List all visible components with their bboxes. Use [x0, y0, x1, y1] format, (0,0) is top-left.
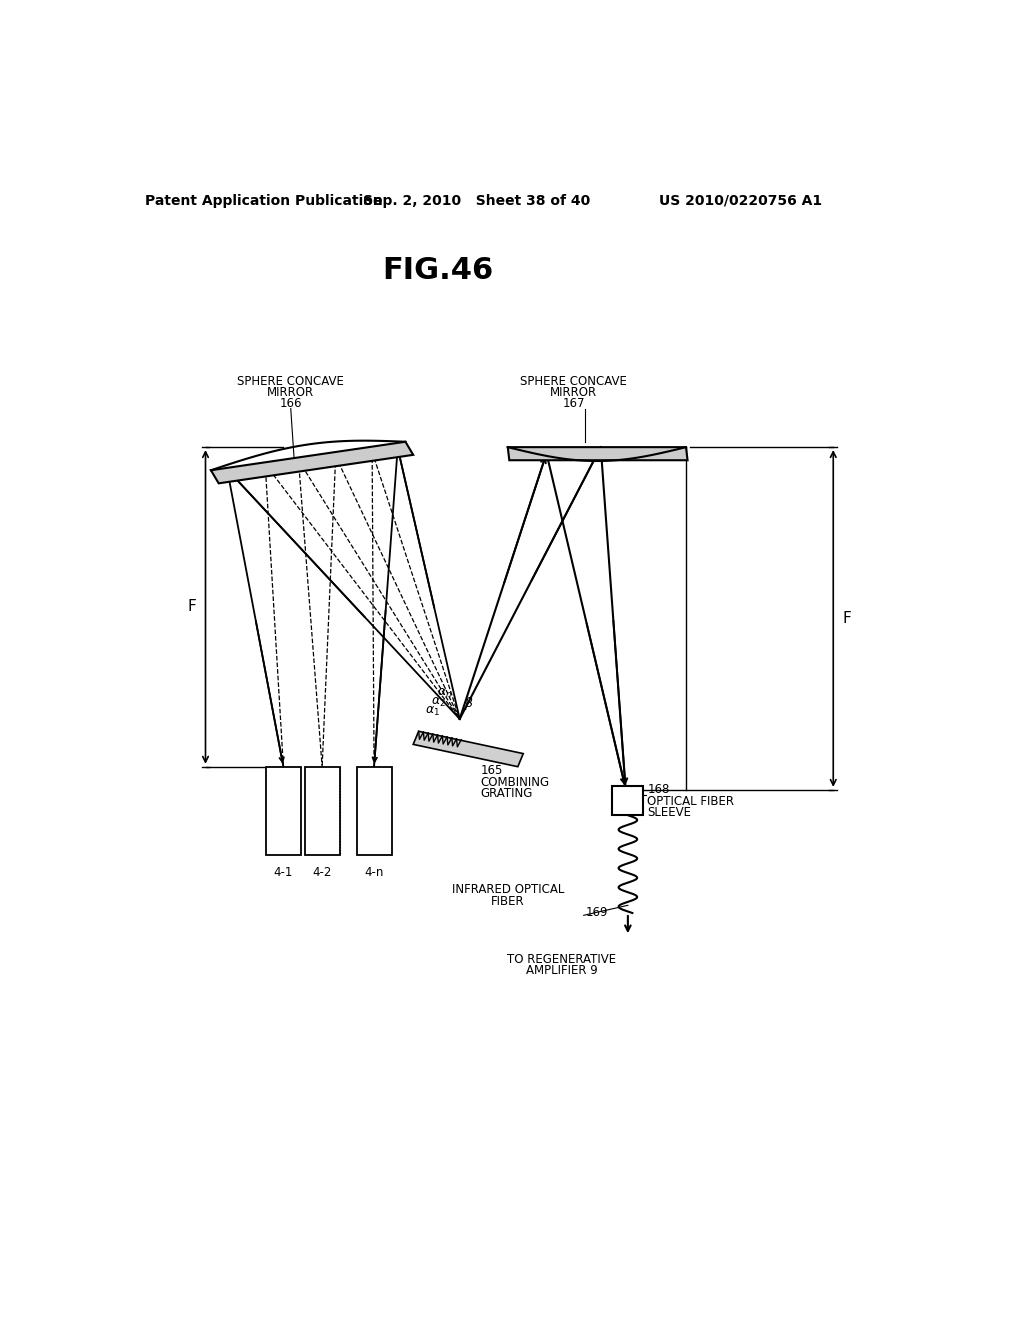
Bar: [356, 767, 391, 855]
Text: SPHERE CONCAVE: SPHERE CONCAVE: [520, 375, 627, 388]
Text: Sep. 2, 2010   Sheet 38 of 40: Sep. 2, 2010 Sheet 38 of 40: [364, 194, 591, 207]
Text: SPHERE CONCAVE: SPHERE CONCAVE: [238, 375, 344, 388]
Text: INFRARED OPTICAL: INFRARED OPTICAL: [452, 883, 564, 896]
Bar: [612, 785, 643, 816]
Text: GRATING: GRATING: [480, 787, 534, 800]
Text: SEMICONDUCTOR
LASER: SEMICONDUCTOR LASER: [273, 771, 293, 850]
Text: F: F: [187, 599, 196, 614]
Text: 4-1: 4-1: [273, 866, 293, 879]
Text: SEMICONDUCTOR
LASER: SEMICONDUCTOR LASER: [312, 771, 332, 850]
Polygon shape: [211, 442, 414, 483]
Text: OPTICAL FIBER: OPTICAL FIBER: [647, 795, 734, 808]
Text: 165: 165: [480, 764, 503, 777]
Text: F: F: [843, 611, 852, 626]
Text: SEMICONDUCTOR
LASER: SEMICONDUCTOR LASER: [365, 771, 384, 850]
Bar: [266, 767, 301, 855]
Text: 169: 169: [586, 907, 608, 920]
Polygon shape: [414, 731, 523, 767]
Text: $\alpha_1$: $\alpha_1$: [425, 705, 440, 718]
Text: 4-2: 4-2: [312, 866, 332, 879]
Text: $\alpha_2$: $\alpha_2$: [431, 696, 446, 709]
Text: US 2010/0220756 A1: US 2010/0220756 A1: [658, 194, 822, 207]
Text: $\alpha_n$: $\alpha_n$: [436, 686, 452, 700]
Text: FIBER: FIBER: [490, 895, 524, 908]
Text: 166: 166: [280, 397, 302, 409]
Text: TO REGENERATIVE: TO REGENERATIVE: [508, 953, 616, 966]
Text: $\beta$: $\beta$: [464, 696, 474, 711]
Text: AMPLIFIER 9: AMPLIFIER 9: [526, 964, 598, 977]
Text: COMBINING: COMBINING: [480, 776, 550, 788]
Text: Patent Application Publication: Patent Application Publication: [144, 194, 383, 207]
Text: 4-n: 4-n: [365, 866, 384, 879]
Bar: [305, 767, 340, 855]
Text: SLEEVE: SLEEVE: [647, 807, 691, 820]
Text: 168: 168: [647, 783, 670, 796]
Text: 167: 167: [562, 397, 585, 409]
Text: FIG.46: FIG.46: [382, 256, 494, 285]
Polygon shape: [508, 447, 687, 461]
Text: MIRROR: MIRROR: [550, 385, 597, 399]
Text: MIRROR: MIRROR: [267, 385, 314, 399]
